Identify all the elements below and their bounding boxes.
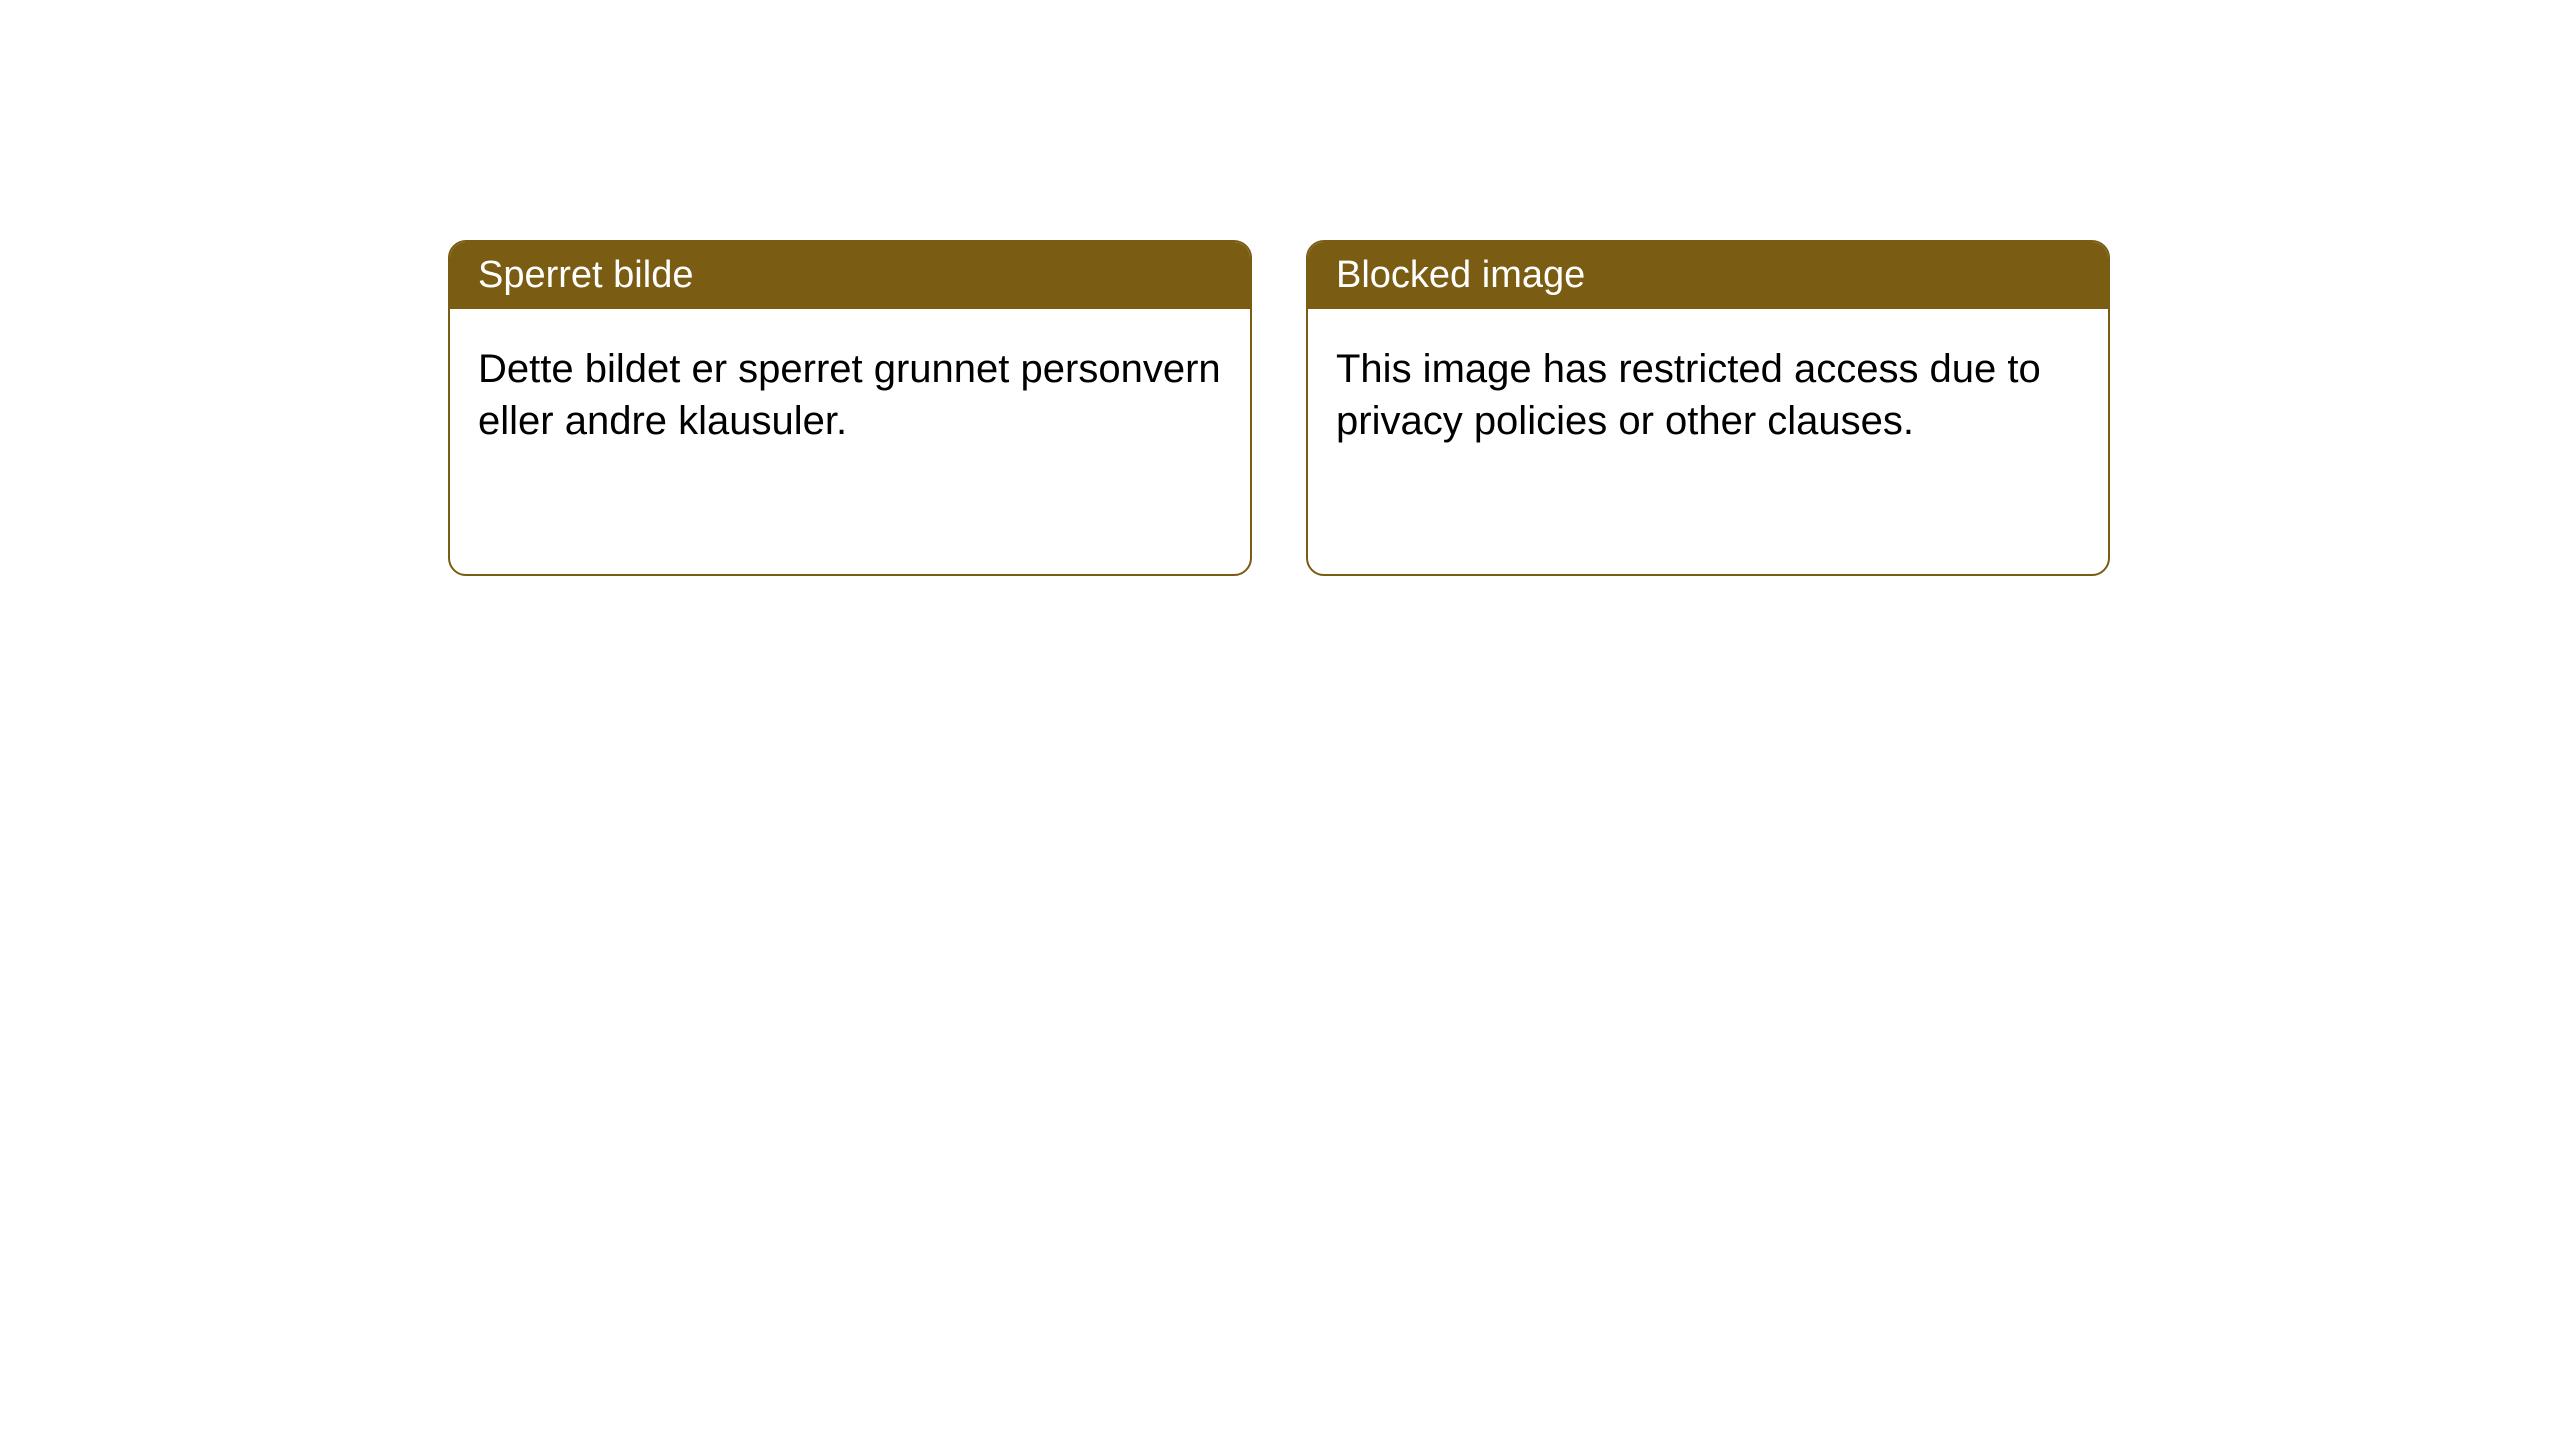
notice-title: Blocked image xyxy=(1336,254,1585,296)
notice-body-text: Dette bildet er sperret grunnet personve… xyxy=(478,347,1221,443)
notice-header: Sperret bilde xyxy=(450,242,1250,309)
notice-body: Dette bildet er sperret grunnet personve… xyxy=(450,309,1250,481)
notice-body-text: This image has restricted access due to … xyxy=(1336,347,2041,443)
notice-title: Sperret bilde xyxy=(478,254,693,296)
notice-container: Sperret bilde Dette bildet er sperret gr… xyxy=(0,0,2560,576)
notice-header: Blocked image xyxy=(1308,242,2108,309)
notice-card-norwegian: Sperret bilde Dette bildet er sperret gr… xyxy=(448,240,1252,576)
notice-card-english: Blocked image This image has restricted … xyxy=(1306,240,2110,576)
notice-body: This image has restricted access due to … xyxy=(1308,309,2108,481)
